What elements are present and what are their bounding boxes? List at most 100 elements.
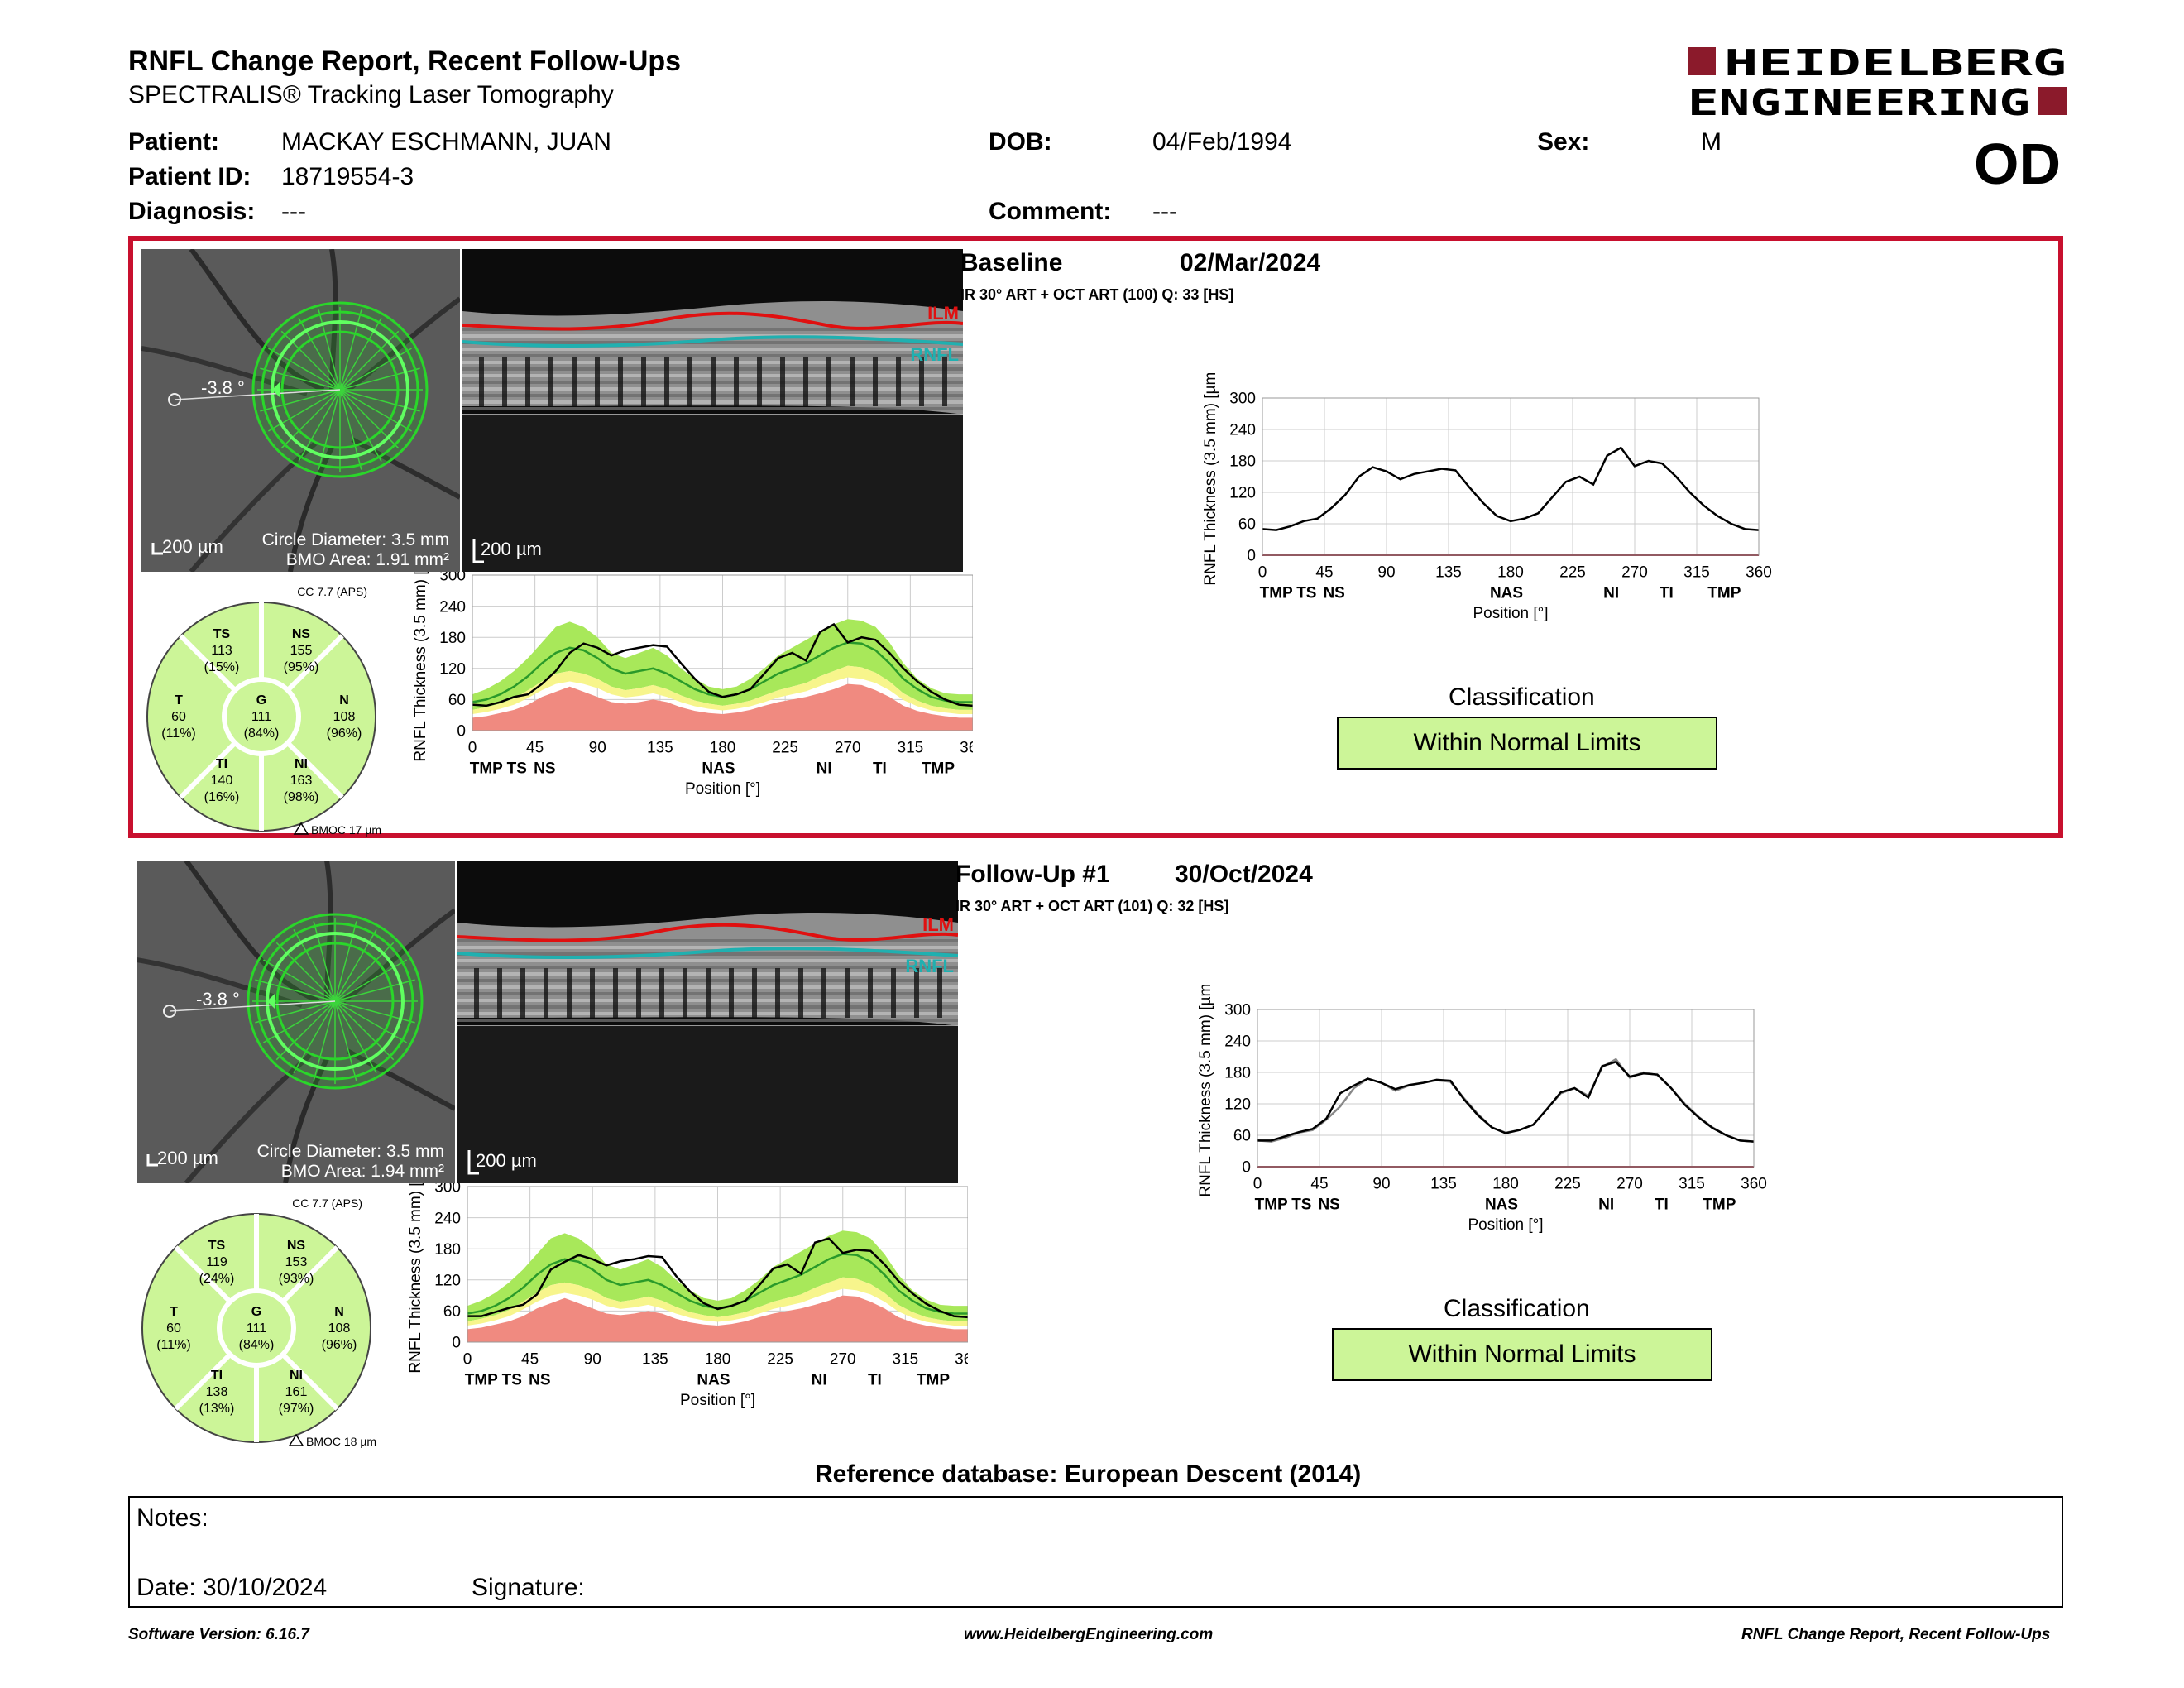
comment-value: --- (1152, 198, 1177, 225)
vessel-shadow (595, 357, 600, 406)
sector-axis-label: NAS (697, 1371, 730, 1388)
x-tick-label: 270 (1616, 1176, 1643, 1193)
x-tick-label: 360 (1746, 564, 1772, 582)
y-tick-label: 300 (439, 572, 466, 585)
x-tick-label: 315 (893, 1351, 919, 1369)
y-tick-label: 300 (1224, 1002, 1251, 1019)
sector-axis-label: TS (502, 1371, 522, 1388)
sector-ts-value: 113 (211, 644, 232, 658)
sector-axis-label: TI (873, 760, 887, 777)
sector-axis-label: NAS (1490, 584, 1523, 602)
x-tick-label: 270 (830, 1351, 856, 1369)
classification-title: Classification (1449, 683, 1595, 711)
vessel-shadow (734, 357, 739, 406)
sector-axis-label: TS (1296, 584, 1316, 602)
bmoc-value: BMOC 18 µm (306, 1435, 376, 1448)
report-title: RNFL Change Report, Recent Follow-Ups (128, 46, 682, 77)
x-tick-label: 0 (463, 1351, 472, 1369)
x-tick-label: 315 (1679, 1176, 1705, 1193)
x-tick-label: 90 (584, 1351, 601, 1369)
sector-g-name: G (251, 1305, 261, 1319)
fovea-bmo-axis (174, 389, 341, 400)
exam-section-1: -3.8 ° 200 µm Circle Diameter: 3.5 mm BMO A… (128, 852, 2063, 1448)
vessel-shadow (775, 968, 780, 1018)
vessel-shadow (687, 357, 692, 406)
bscan-scale-bar-label: 200 µm (476, 1150, 537, 1171)
vessel-shadow (850, 357, 855, 406)
dob-value: 04/Feb/1994 (1152, 128, 1292, 156)
scale-bar-icon (146, 1154, 158, 1167)
vessel-shadow (659, 968, 664, 1018)
x-tick-label: 225 (772, 740, 798, 757)
website-link[interactable]: www.HeidelbergEngineering.com (964, 1626, 1214, 1643)
sector-divider (285, 741, 344, 799)
y-axis-label: RNFL Thickness (3.5 mm) [µm] (412, 572, 429, 762)
delta-icon (293, 822, 309, 835)
vessel-shadow (891, 968, 896, 1018)
sector-t-percent: (11%) (156, 1338, 191, 1352)
vessel-shadow (641, 357, 646, 406)
sex-label: Sex: (1537, 128, 1590, 156)
vessel-shadow (942, 357, 947, 406)
sector-ns-value: 153 (285, 1255, 308, 1269)
patient-id-label: Patient ID: (128, 163, 251, 190)
sector-ni-name: NI (295, 757, 308, 771)
x-tick-label: 315 (1684, 564, 1710, 582)
vessel-shadow (914, 968, 919, 1018)
x-axis-label: Position [°] (685, 780, 760, 798)
x-tick-label: 135 (1435, 564, 1462, 582)
vessel-shadow (798, 968, 803, 1018)
reference-database: Reference database: European Descent (20… (815, 1460, 1362, 1488)
y-tick-label: 240 (439, 598, 466, 616)
cc-value: CC 7.7 (APS) (297, 585, 367, 598)
fundus-angle: -3.8 ° (196, 989, 240, 1009)
outside-normal-band (467, 1295, 968, 1342)
notes-box[interactable]: Notes: Date: 30/10/2024 Signature: (128, 1496, 2063, 1608)
sector-chart: CC 7.7 (APS) TS 119 (24%) NS 153 (93%) T 60 (11%)… (132, 1196, 381, 1452)
y-tick-label: 180 (439, 630, 466, 647)
vessel-shadow (919, 357, 924, 406)
sector-ti-value: 140 (211, 774, 233, 788)
patient-id: 18719554-3 (281, 163, 414, 190)
y-tick-label: 240 (1224, 1033, 1251, 1051)
sector-axis-label: NI (1603, 584, 1619, 602)
sector-axis-label: TS (1291, 1196, 1311, 1213)
sector-axis-label: TMP (1260, 584, 1293, 602)
sector-axis-label: NS (534, 760, 555, 777)
vessel-shadow (525, 357, 530, 406)
sector-axis-label: NI (1598, 1196, 1614, 1213)
choroid-region (457, 1026, 958, 1183)
retinal-vessel (283, 1057, 329, 1184)
y-tick-label: 60 (448, 692, 466, 709)
x-tick-label: 225 (1554, 1176, 1581, 1193)
sector-ts-name: TS (208, 1239, 226, 1253)
global-sector (222, 677, 301, 756)
sector-axis-label: NI (817, 760, 832, 777)
sector-ts-name: TS (213, 627, 231, 641)
sector-g-value: 111 (247, 1321, 266, 1336)
retinal-vessel (346, 1048, 457, 1111)
scale-bar-label: 200 µm (157, 1148, 218, 1168)
vessel-shadow (479, 357, 484, 406)
x-axis-label: Position [°] (1468, 1216, 1543, 1234)
bscan-scale-bar-icon (472, 539, 484, 563)
fundus-angle: -3.8 ° (201, 377, 245, 398)
vessel-shadow (752, 968, 757, 1018)
sector-divider (179, 741, 237, 799)
y-tick-label: 0 (452, 1335, 461, 1352)
sector-axis-label: TMP (1255, 1196, 1288, 1213)
tsnit-normative-chart: 0 60 120 180 240 300 0 45 90 135 180 225 270 315 360 TM… (381, 1155, 981, 1440)
choroid-region (462, 415, 963, 572)
vessel-shadow (520, 968, 525, 1018)
y-tick-label: 300 (1229, 391, 1256, 408)
footer-report-name: RNFL Change Report, Recent Follow-Ups (1741, 1626, 2051, 1643)
x-tick-label: 135 (642, 1351, 668, 1369)
sector-n-value: 108 (328, 1321, 351, 1336)
y-tick-label: 180 (1229, 453, 1256, 471)
scan-info: IR 30° ART + OCT ART (101) Q: 32 [HS] (956, 898, 1229, 914)
dob-label: DOB: (989, 128, 1052, 156)
x-tick-label: 315 (898, 740, 924, 757)
vessel-shadow (664, 357, 669, 406)
x-tick-label: 360 (955, 1351, 968, 1369)
vessel-shadow (821, 968, 826, 1018)
